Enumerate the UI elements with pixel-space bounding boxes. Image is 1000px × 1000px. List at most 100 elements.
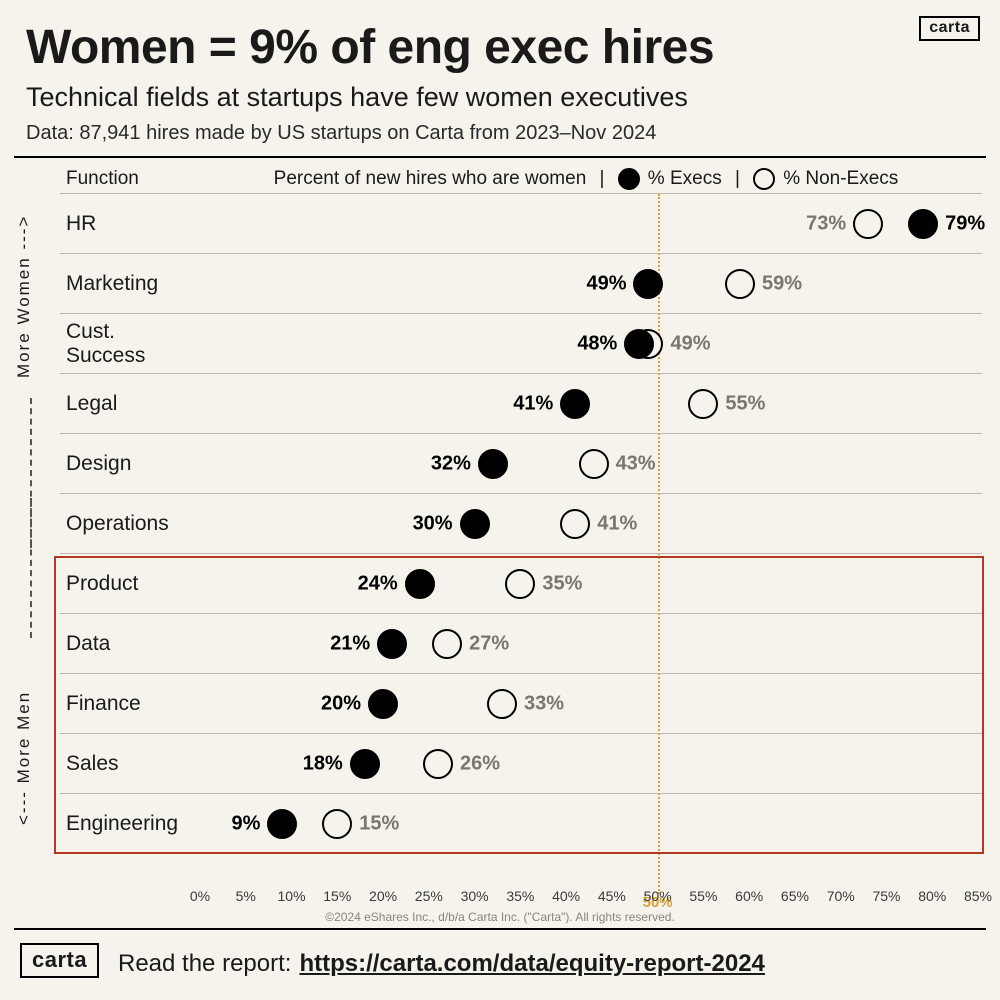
nonexec-value: 59%: [762, 272, 802, 295]
nonexec-value: 35%: [542, 572, 582, 595]
row-plot: 9% 15%: [200, 794, 978, 853]
nonexec-dot: [432, 629, 462, 659]
nonexec-value: 55%: [725, 392, 765, 415]
exec-value: 41%: [513, 392, 553, 415]
nonexec-dot: [322, 809, 352, 839]
x-tick: 10%: [278, 888, 306, 904]
legend-nonexec-label: % Non-Execs: [783, 168, 898, 190]
exec-dot: [478, 449, 508, 479]
x-tick: 85%: [964, 888, 992, 904]
row-plot: 32% 43%: [200, 434, 978, 493]
exec-value: 21%: [330, 632, 370, 655]
row-function-label: Engineering: [66, 794, 196, 853]
chart-rows: HR79%73%Marketing49%59%Cust. Success48%4…: [60, 194, 982, 884]
row-function-label: Sales: [66, 734, 196, 793]
legend-exec-label: % Execs: [648, 168, 722, 190]
nonexec-value: 33%: [524, 692, 564, 715]
copyright-line: ©2024 eShares Inc., d/b/a Carta Inc. ("C…: [14, 910, 986, 924]
nonexec-dot: [579, 449, 609, 479]
legend-separator: |: [730, 168, 746, 190]
row-plot: 79%73%: [200, 194, 978, 253]
chart-row: Sales 18% 26%: [60, 734, 982, 794]
x-tick: 60%: [735, 888, 763, 904]
x-tick: 50%: [644, 888, 672, 904]
exec-value: 49%: [586, 272, 626, 295]
legend-title: Percent of new hires who are women: [274, 168, 587, 190]
row-plot: 41% 55%: [200, 374, 978, 433]
row-plot: 49% 59%: [200, 254, 978, 313]
exec-dot: [633, 269, 663, 299]
chart-row: Finance20%33%: [60, 674, 982, 734]
exec-dot: [350, 749, 380, 779]
page-title: Women = 9% of eng exec hires: [26, 20, 714, 75]
nonexec-value: 73%: [806, 212, 846, 235]
chart-row: Design 32% 43%: [60, 434, 982, 494]
chart-row: Cust. Success48%49%: [60, 314, 982, 374]
legend-exec-dot-icon: [618, 168, 640, 190]
data-source-line: Data: 87,941 hires made by US startups o…: [26, 122, 656, 145]
chart-row: Marketing 49% 59%: [60, 254, 982, 314]
exec-value: 9%: [231, 812, 260, 835]
nonexec-dot: [853, 209, 883, 239]
chart-header: Function Percent of new hires who are wo…: [60, 164, 982, 194]
x-tick: 55%: [689, 888, 717, 904]
x-tick: 30%: [461, 888, 489, 904]
x-tick: 40%: [552, 888, 580, 904]
footer-prefix: Read the report:: [118, 950, 291, 978]
nonexec-value: 41%: [597, 512, 637, 535]
brand-logo-top: carta: [919, 16, 980, 41]
exec-dot: [908, 209, 938, 239]
column-header-function: Function: [60, 168, 190, 190]
nonexec-value: 43%: [616, 452, 656, 475]
row-function-label: Data: [66, 614, 196, 673]
exec-value: 32%: [431, 452, 471, 475]
exec-value: 79%: [945, 212, 985, 235]
x-tick: 20%: [369, 888, 397, 904]
exec-dot: [368, 689, 398, 719]
row-function-label: Product: [66, 554, 196, 613]
legend-separator: |: [594, 168, 610, 190]
nonexec-dot: [560, 509, 590, 539]
chart-row: Data 21% 27%: [60, 614, 982, 674]
row-function-label: Finance: [66, 674, 196, 733]
row-plot: 48%49%: [200, 314, 978, 373]
x-tick: 35%: [506, 888, 534, 904]
side-label-more-men: <--- More Men: [14, 648, 50, 868]
brand-logo-bottom: carta: [20, 943, 99, 978]
row-function-label: Marketing: [66, 254, 196, 313]
page-subtitle: Technical fields at startups have few wo…: [26, 82, 688, 113]
x-tick: 25%: [415, 888, 443, 904]
exec-dot: [267, 809, 297, 839]
row-function-label: Operations: [66, 494, 196, 553]
x-tick: 70%: [827, 888, 855, 904]
exec-dot: [460, 509, 490, 539]
nonexec-value: 26%: [460, 752, 500, 775]
chart-row: Product 24% 35%: [60, 554, 982, 614]
legend-nonexec-dot-icon: [753, 168, 775, 190]
exec-dot: [624, 329, 654, 359]
row-plot: 18% 26%: [200, 734, 978, 793]
footer: Read the report: https://carta.com/data/…: [118, 950, 980, 978]
x-tick: 65%: [781, 888, 809, 904]
row-plot: 20%33%: [200, 674, 978, 733]
x-tick: 5%: [236, 888, 256, 904]
footer-link[interactable]: https://carta.com/data/equity-report-202…: [299, 950, 764, 978]
row-function-label: HR: [66, 194, 196, 253]
row-plot: 24% 35%: [200, 554, 978, 613]
row-plot: 30%41%: [200, 494, 978, 553]
chart-row: Operations30%41%: [60, 494, 982, 554]
exec-value: 18%: [303, 752, 343, 775]
x-tick: 15%: [323, 888, 351, 904]
exec-value: 24%: [358, 572, 398, 595]
nonexec-dot: [423, 749, 453, 779]
nonexec-dot: [725, 269, 755, 299]
nonexec-dot: [505, 569, 535, 599]
row-function-label: Cust. Success: [66, 314, 196, 373]
nonexec-dot: [688, 389, 718, 419]
nonexec-value: 15%: [359, 812, 399, 835]
exec-value: 48%: [577, 332, 617, 355]
x-axis: 0%5%10%15%20%25%30%35%40%45%50%55%60%65%…: [200, 888, 978, 908]
nonexec-value: 27%: [469, 632, 509, 655]
side-dash-bottom: [30, 498, 32, 638]
row-function-label: Design: [66, 434, 196, 493]
